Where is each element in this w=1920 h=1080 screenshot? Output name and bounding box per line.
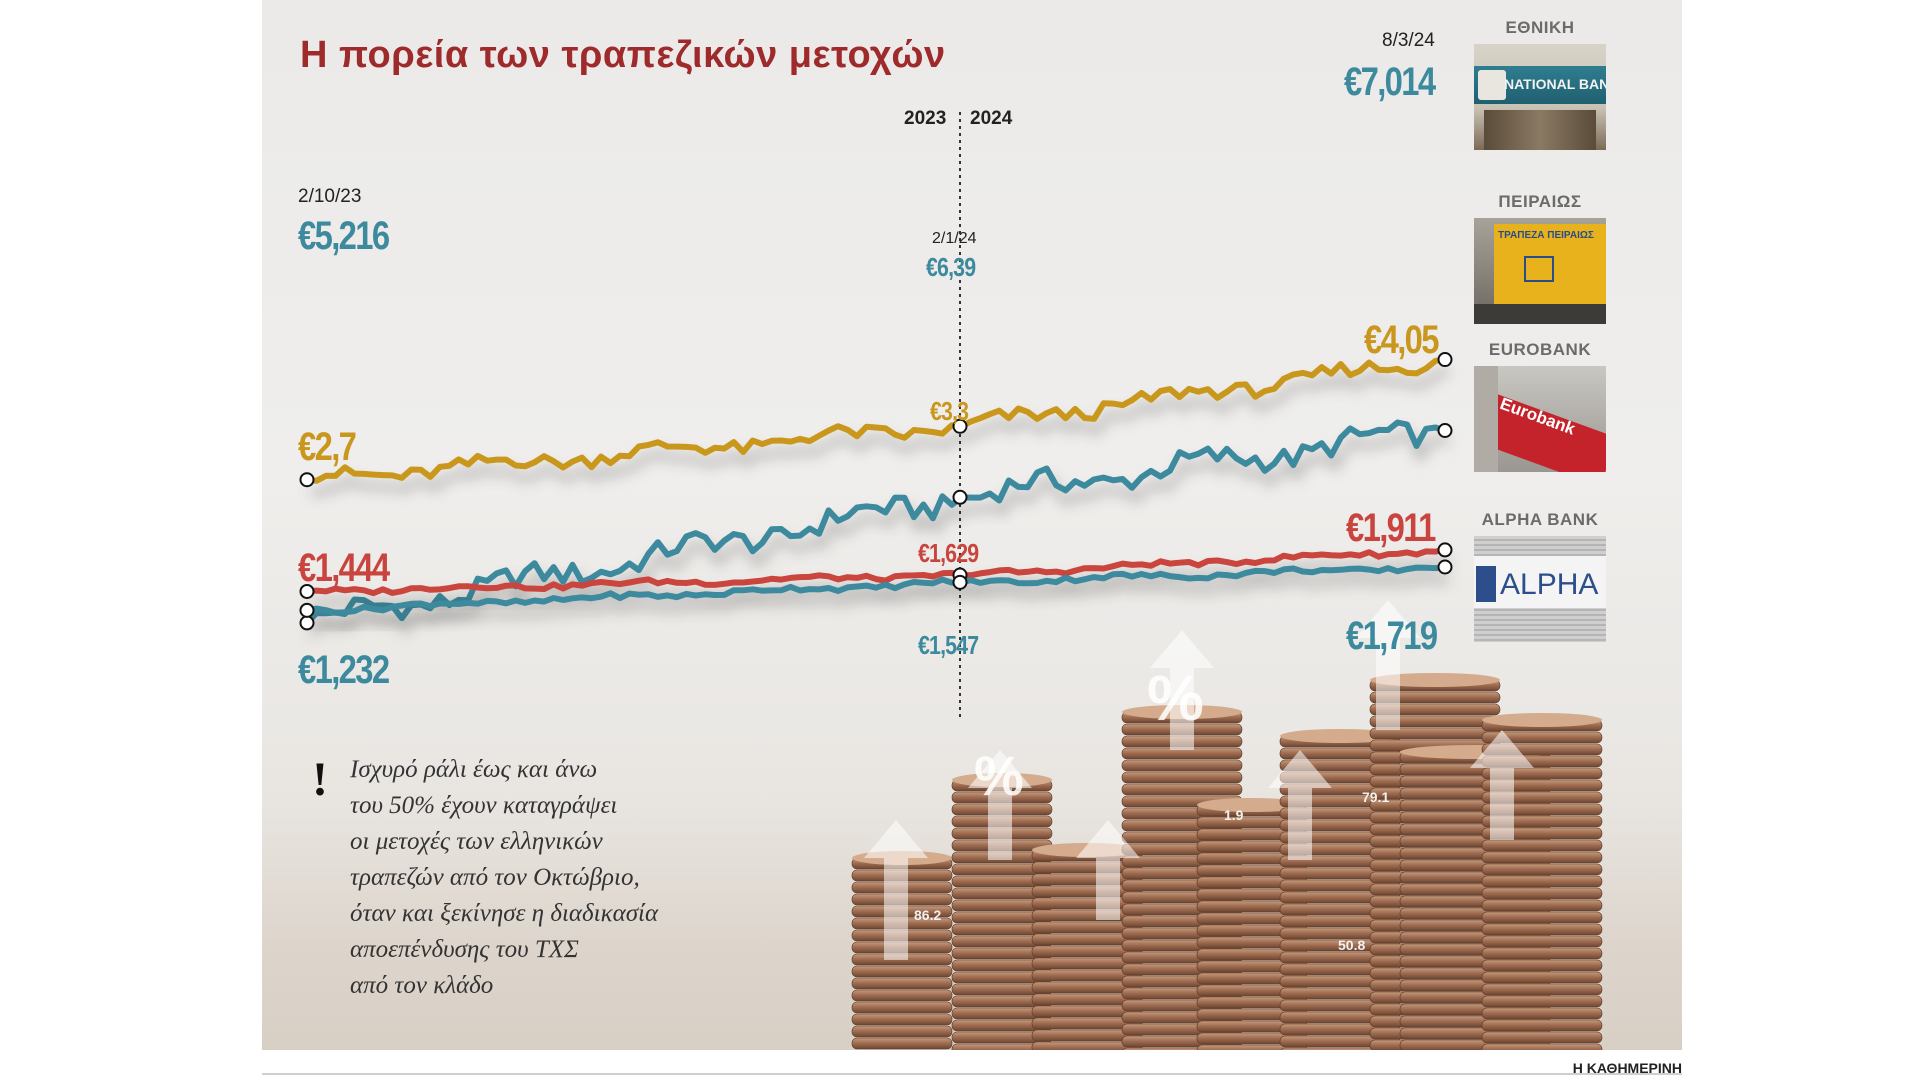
coin-stack (1196, 798, 1308, 1050)
up-arrow-icon (1076, 820, 1140, 920)
series-line-eurobank (306, 546, 1446, 597)
footer-rule (262, 1073, 1682, 1075)
national-bank-sign: NATIONAL BANK (1504, 76, 1606, 92)
decor-number: 86.2 (914, 907, 941, 923)
note-line: οι μετοχές των ελληνικών (350, 828, 603, 855)
exclamation-icon: ! (312, 753, 328, 806)
bank-photo-alpha: ALPHA BA (1474, 536, 1606, 642)
marker-start-alpha-bank (299, 602, 315, 618)
up-arrow-icon (1150, 630, 1214, 750)
marker-mid-εθνικη (952, 489, 968, 505)
marker-start-εθνικη (299, 615, 315, 631)
note-line: του 50% έχουν καταγράψει (350, 792, 618, 819)
alpha-end-value: €1,719 (1346, 614, 1438, 658)
year-2024-label: 2024 (970, 108, 1013, 129)
series-line-πειραιως (306, 356, 1446, 484)
publisher-credit: Η ΚΑΘΗΜΕΡΙΝΗ (1572, 1060, 1682, 1076)
note-text: Ισχυρό ράλι έως και άνω του 50% έχουν κα… (350, 752, 770, 1004)
up-arrow-icon (1268, 750, 1332, 860)
marker-end-πειραιως (1437, 352, 1453, 368)
piraeus-end-value: €4,05 (1364, 318, 1440, 362)
up-arrow-icon (1356, 600, 1420, 730)
note-line: από τον κλάδο (350, 972, 494, 999)
percent-icon: % (1147, 662, 1204, 734)
bank-name-alpha: ALPHA BANK (1481, 510, 1599, 529)
bank-card-alpha: ALPHA BANK ALPHA BA (1474, 510, 1606, 642)
alpha-mid-value: €1,547 (918, 630, 979, 660)
marker-mid-alpha-bank (952, 574, 968, 590)
marker-mid-πειραιως (952, 418, 968, 434)
date-start-label: 2/10/23 (298, 186, 362, 207)
up-arrow-icon (968, 750, 1032, 860)
bank-photo-piraeus: ΤΡΑΠΕΖΑ ΠΕΙΡΑΙΩΣ (1474, 218, 1606, 324)
alpha-start-value: €1,232 (298, 648, 390, 692)
ethniki-end-value: €7,014 (1344, 60, 1436, 104)
bank-card-ethniki: ΕΘΝΙΚΗ NATIONAL BANK (1474, 18, 1606, 150)
up-arrow-icon (1470, 730, 1534, 840)
bank-name-eurobank: EUROBANK (1488, 340, 1592, 359)
eurobank-end-value: €1,911 (1346, 506, 1436, 550)
coin-stacks-illustration: %% 1.9 79.1 86.2 50.8 (851, 600, 1603, 1050)
coin-stack (851, 851, 953, 1050)
note-line: αποεπένδυσης του ΤΧΣ (350, 936, 579, 963)
up-arrow-icon (864, 820, 928, 960)
marker-end-alpha-bank (1437, 559, 1453, 575)
date-end-label: 8/3/24 (1382, 30, 1435, 51)
series-line-εθνικη (304, 419, 1446, 625)
ethniki-mid-value: €6,39 (926, 252, 976, 282)
percent-icon: % (974, 744, 1024, 807)
bank-photo-ethniki: NATIONAL BANK (1474, 44, 1606, 150)
bank-card-eurobank: EUROBANK Eurobank (1474, 340, 1606, 472)
eurobank-start-value: €1,444 (298, 546, 390, 590)
decor-number: 79.1 (1362, 789, 1389, 805)
marker-start-πειραιως (299, 472, 315, 488)
series-line-alpha-bank (306, 564, 1446, 616)
bank-card-piraeus: ΠΕΙΡΑΙΩΣ ΤΡΑΠΕΖΑ ΠΕΙΡΑΙΩΣ (1474, 192, 1606, 324)
note-line: Ισχυρό ράλι έως και άνω (350, 756, 598, 783)
piraeus-bank-sign: ΤΡΑΠΕΖΑ ΠΕΙΡΑΙΩΣ (1498, 230, 1594, 241)
bank-photo-eurobank: Eurobank (1474, 366, 1606, 472)
marker-end-εθνικη (1437, 423, 1453, 439)
note-line: τραπεζών από τον Οκτώβριο, (350, 864, 640, 891)
piraeus-mid-value: €3,3 (930, 396, 969, 426)
chart-area: %% 1.9 79.1 86.2 50.8 (299, 112, 1603, 1050)
marker-start-eurobank (299, 583, 315, 599)
decor-number: 50.8 (1338, 937, 1365, 953)
piraeus-start-value: €2,7 (298, 425, 357, 469)
note-line: όταν και ξεκίνησε η διαδικασία (350, 900, 659, 927)
decor-number: 1.9 (1224, 807, 1244, 823)
eurobank-mid-value: €1,629 (918, 538, 979, 568)
year-2023-label: 2023 (904, 108, 947, 129)
ethniki-start-value: €5,216 (298, 214, 390, 258)
marker-end-eurobank (1437, 542, 1453, 558)
infographic-panel: Η πορεία των τραπεζικών μετοχών %% 1.9 79.… (262, 0, 1682, 1050)
bank-name-piraeus: ΠΕΙΡΑΙΩΣ (1498, 192, 1582, 211)
chart-title: Η πορεία των τραπεζικών μετοχών (300, 34, 946, 76)
date-mid-label: 2/1/24 (932, 230, 977, 247)
alpha-bank-sign: ALPHA BA (1500, 568, 1606, 601)
bank-name-ethniki: ΕΘΝΙΚΗ (1505, 18, 1575, 37)
